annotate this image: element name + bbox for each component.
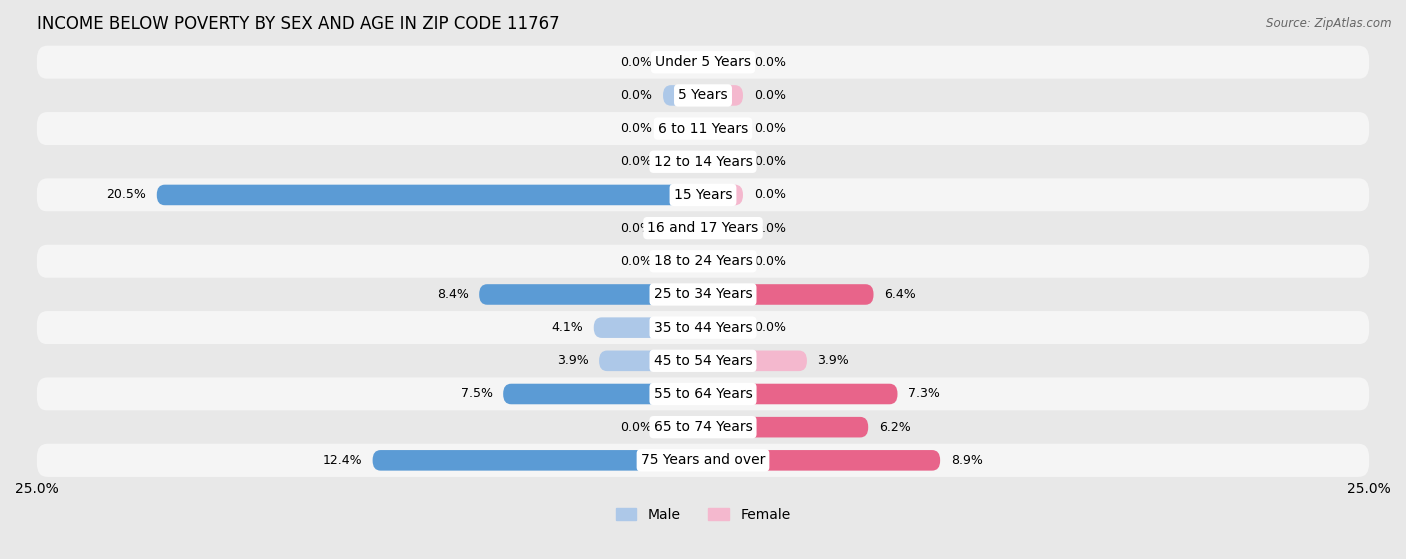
Text: 0.0%: 0.0% (754, 122, 786, 135)
Text: 0.0%: 0.0% (620, 89, 652, 102)
FancyBboxPatch shape (664, 151, 703, 172)
FancyBboxPatch shape (703, 450, 941, 471)
FancyBboxPatch shape (37, 245, 1369, 278)
FancyBboxPatch shape (37, 79, 1369, 112)
Text: 20.5%: 20.5% (107, 188, 146, 201)
FancyBboxPatch shape (703, 284, 873, 305)
Text: 0.0%: 0.0% (620, 421, 652, 434)
Text: 6 to 11 Years: 6 to 11 Years (658, 122, 748, 136)
FancyBboxPatch shape (373, 450, 703, 471)
Legend: Male, Female: Male, Female (616, 508, 790, 522)
FancyBboxPatch shape (37, 211, 1369, 245)
Text: 6.4%: 6.4% (884, 288, 915, 301)
Text: 6.2%: 6.2% (879, 421, 911, 434)
FancyBboxPatch shape (37, 46, 1369, 79)
FancyBboxPatch shape (703, 119, 742, 139)
FancyBboxPatch shape (37, 112, 1369, 145)
Text: 0.0%: 0.0% (754, 221, 786, 235)
FancyBboxPatch shape (703, 184, 742, 205)
Text: 5 Years: 5 Years (678, 88, 728, 102)
Text: 15 Years: 15 Years (673, 188, 733, 202)
Text: 0.0%: 0.0% (620, 221, 652, 235)
Text: 0.0%: 0.0% (620, 155, 652, 168)
FancyBboxPatch shape (503, 383, 703, 404)
FancyBboxPatch shape (37, 444, 1369, 477)
FancyBboxPatch shape (37, 344, 1369, 377)
Text: 55 to 64 Years: 55 to 64 Years (654, 387, 752, 401)
Text: 35 to 44 Years: 35 to 44 Years (654, 321, 752, 335)
Text: 18 to 24 Years: 18 to 24 Years (654, 254, 752, 268)
FancyBboxPatch shape (479, 284, 703, 305)
FancyBboxPatch shape (703, 417, 868, 438)
FancyBboxPatch shape (703, 218, 742, 238)
Text: 0.0%: 0.0% (754, 255, 786, 268)
Text: 25 to 34 Years: 25 to 34 Years (654, 287, 752, 301)
Text: 75 Years and over: 75 Years and over (641, 453, 765, 467)
FancyBboxPatch shape (703, 52, 742, 73)
Text: 16 and 17 Years: 16 and 17 Years (647, 221, 759, 235)
FancyBboxPatch shape (157, 184, 703, 205)
FancyBboxPatch shape (703, 251, 742, 272)
FancyBboxPatch shape (703, 85, 742, 106)
Text: 0.0%: 0.0% (754, 56, 786, 69)
Text: 0.0%: 0.0% (620, 255, 652, 268)
Text: 3.9%: 3.9% (557, 354, 589, 367)
Text: INCOME BELOW POVERTY BY SEX AND AGE IN ZIP CODE 11767: INCOME BELOW POVERTY BY SEX AND AGE IN Z… (37, 15, 560, 33)
Text: 3.9%: 3.9% (817, 354, 849, 367)
FancyBboxPatch shape (593, 318, 703, 338)
Text: 4.1%: 4.1% (551, 321, 583, 334)
Text: 65 to 74 Years: 65 to 74 Years (654, 420, 752, 434)
Text: 7.3%: 7.3% (908, 387, 941, 400)
Text: Under 5 Years: Under 5 Years (655, 55, 751, 69)
FancyBboxPatch shape (37, 145, 1369, 178)
FancyBboxPatch shape (703, 383, 897, 404)
FancyBboxPatch shape (664, 251, 703, 272)
Text: 0.0%: 0.0% (754, 321, 786, 334)
Text: 7.5%: 7.5% (461, 387, 492, 400)
FancyBboxPatch shape (664, 417, 703, 438)
Text: 8.4%: 8.4% (437, 288, 468, 301)
Text: 0.0%: 0.0% (754, 155, 786, 168)
FancyBboxPatch shape (37, 311, 1369, 344)
FancyBboxPatch shape (37, 178, 1369, 211)
FancyBboxPatch shape (664, 85, 703, 106)
Text: 8.9%: 8.9% (950, 454, 983, 467)
Text: 12.4%: 12.4% (322, 454, 361, 467)
Text: 0.0%: 0.0% (620, 56, 652, 69)
Text: 12 to 14 Years: 12 to 14 Years (654, 155, 752, 169)
Text: Source: ZipAtlas.com: Source: ZipAtlas.com (1267, 17, 1392, 30)
FancyBboxPatch shape (703, 151, 742, 172)
FancyBboxPatch shape (37, 278, 1369, 311)
Text: 0.0%: 0.0% (754, 89, 786, 102)
FancyBboxPatch shape (599, 350, 703, 371)
Text: 0.0%: 0.0% (620, 122, 652, 135)
FancyBboxPatch shape (37, 410, 1369, 444)
FancyBboxPatch shape (664, 52, 703, 73)
FancyBboxPatch shape (703, 350, 807, 371)
FancyBboxPatch shape (664, 119, 703, 139)
FancyBboxPatch shape (37, 377, 1369, 410)
Text: 45 to 54 Years: 45 to 54 Years (654, 354, 752, 368)
Text: 0.0%: 0.0% (754, 188, 786, 201)
FancyBboxPatch shape (664, 218, 703, 238)
FancyBboxPatch shape (703, 318, 742, 338)
